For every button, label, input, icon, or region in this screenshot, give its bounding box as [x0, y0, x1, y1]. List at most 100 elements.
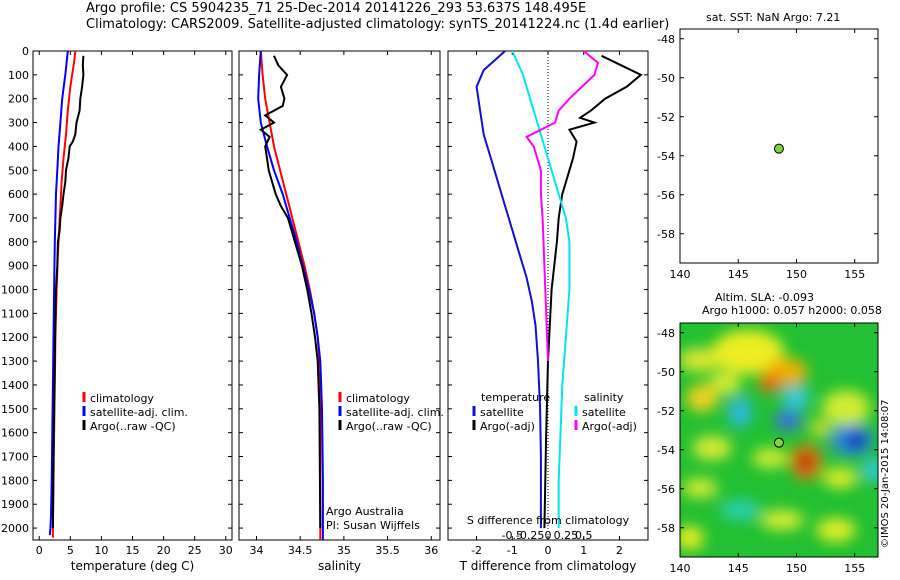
- y-tick-label: 300: [8, 117, 29, 130]
- legend-label: Argo(..raw -QC): [346, 420, 432, 433]
- y-tick-label: 200: [8, 93, 29, 106]
- y-tick-label: 1600: [1, 427, 29, 440]
- series-line-argo-raw-qc-: [259, 55, 322, 529]
- y-tick-label: 100: [8, 69, 29, 82]
- y-tick-label: -56: [657, 189, 675, 202]
- annotation-line2: PI: Susan Wijffels: [326, 519, 420, 532]
- y-tick-label: 1000: [1, 284, 29, 297]
- x-tick-label: 140: [670, 268, 691, 281]
- plot-frame: [447, 50, 649, 541]
- series-line-satellite-adj-clim-: [48, 50, 69, 536]
- x-tick-label: 145: [728, 268, 749, 281]
- altimetry-field: [680, 330, 878, 550]
- temperature-panel: 0 5 10 15 20 25 300100200300400500600700800900…: [1, 45, 233, 573]
- y-tick-label: 1500: [1, 403, 29, 416]
- y-tick-label: -48: [657, 327, 675, 340]
- x-tick-label: 10: [94, 544, 108, 557]
- x-tick-label: 155: [844, 562, 865, 575]
- y-tick-label: -52: [657, 111, 675, 124]
- x-tick-label: 145: [728, 562, 749, 575]
- x-tick-label: 25: [188, 544, 202, 557]
- legend-label: Argo(-adj): [480, 420, 535, 433]
- x-tick-label: 36: [424, 544, 438, 557]
- sst-panel-title: sat. SST: NaN Argo: 7.21: [706, 11, 841, 24]
- y-tick-label: -58: [657, 228, 675, 241]
- y-tick-label: 400: [8, 140, 29, 153]
- x-axis-label: salinity: [318, 559, 361, 573]
- y-tick-label: -54: [657, 444, 675, 457]
- legend-label: Argo(-adj): [582, 420, 637, 433]
- legend-header-temperature: temperature: [481, 391, 550, 404]
- x-tick-label: 0: [36, 544, 43, 557]
- x-tick-label: 34.5: [288, 544, 313, 557]
- y-tick-label: 900: [8, 260, 29, 273]
- plot-frame: [238, 50, 441, 541]
- legend-label: satellite-adj. clim.: [346, 406, 444, 419]
- x-tick-label: 35: [337, 544, 351, 557]
- y-tick-label: 1300: [1, 355, 29, 368]
- series-line-salinity-satellite: [511, 50, 571, 529]
- map-frame: [679, 28, 879, 264]
- x-tick-label: 155: [844, 268, 865, 281]
- y-tick-label: 1100: [1, 307, 29, 320]
- altimetry-title-line2: Argo h1000: 0.057 h2000: 0.058: [702, 304, 882, 317]
- argo-location-marker: [773, 143, 784, 154]
- x-tick-label: 20: [157, 544, 171, 557]
- figure-title-line1: Argo profile: CS 5904235_71 25-Dec-2014 …: [86, 1, 587, 16]
- y-tick-label: -50: [657, 366, 675, 379]
- figure-title-line2: Climatology: CARS2009. Satellite-adjuste…: [86, 17, 670, 32]
- y-tick-label: 500: [8, 164, 29, 177]
- s-tick-label: 0.25: [554, 529, 579, 542]
- x-axis-label: temperature (deg C): [71, 559, 194, 573]
- x-tick-label: -1: [507, 544, 518, 557]
- y-tick-label: -58: [657, 522, 675, 535]
- sst-map-panel: 140 145 150 155 -48 -50 -52 -54 -56 -58: [657, 28, 879, 281]
- y-tick-label: 0: [22, 45, 29, 58]
- s-tick-label: -0.25: [516, 529, 544, 542]
- x-tick-label: 1: [580, 544, 587, 557]
- y-tick-label: -50: [657, 72, 675, 85]
- s-tick-label: 0.5: [575, 529, 593, 542]
- s-axis-label: S difference from climatology: [467, 514, 630, 527]
- map-frame: [679, 322, 879, 558]
- series-line-argo-raw-qc-: [51, 55, 85, 529]
- y-tick-label: 1200: [1, 331, 29, 344]
- y-tick-label: 700: [8, 212, 29, 225]
- series-line-salinity-argo-adj-: [525, 50, 600, 362]
- s-tick-label: -0.5: [502, 529, 523, 542]
- x-tick-label: 0: [545, 544, 552, 557]
- x-tick-label: 30: [219, 544, 233, 557]
- y-tick-label: 1800: [1, 474, 29, 487]
- legend-label: satellite-adj. clim.: [90, 406, 188, 419]
- x-tick-label: 15: [126, 544, 140, 557]
- altimetry-map-panel: 140 145 150 155 -48 -50 -52 -54 -56 -58: [657, 322, 879, 575]
- legend-header-salinity: salinity: [584, 391, 624, 404]
- x-tick-label: 150: [786, 562, 807, 575]
- x-tick-label: 5: [67, 544, 74, 557]
- series-line-temperature-satellite: [475, 50, 542, 529]
- x-tick-label: 2: [616, 544, 623, 557]
- legend-label: Argo(..raw -QC): [90, 420, 176, 433]
- y-tick-label: -56: [657, 483, 675, 496]
- y-tick-label: 600: [8, 188, 29, 201]
- difference-panel: -2 -1 0 1 2 T difference from climatology -0.5…: [447, 50, 649, 573]
- legend-label: satellite: [480, 406, 524, 419]
- x-tick-label: 35.5: [375, 544, 400, 557]
- y-tick-label: -54: [657, 150, 675, 163]
- x-tick-label: 140: [670, 562, 691, 575]
- y-tick-label: -48: [657, 33, 675, 46]
- s-tick-label: 0: [545, 529, 552, 542]
- legend-label: satellite: [582, 406, 626, 419]
- x-tick-label: 150: [786, 268, 807, 281]
- y-tick-label: 1700: [1, 451, 29, 464]
- y-tick-label: 2000: [1, 522, 29, 535]
- argo-location-marker: [773, 437, 784, 448]
- y-tick-label: 1400: [1, 379, 29, 392]
- x-tick-label: 34: [249, 544, 263, 557]
- x-tick-label: -2: [471, 544, 482, 557]
- legend-label: climatology: [346, 392, 410, 405]
- series-line-temperature-argo-adj-: [543, 54, 643, 529]
- series-line-satellite-adj-clim-: [257, 50, 324, 540]
- annotation-line1: Argo Australia: [326, 505, 404, 518]
